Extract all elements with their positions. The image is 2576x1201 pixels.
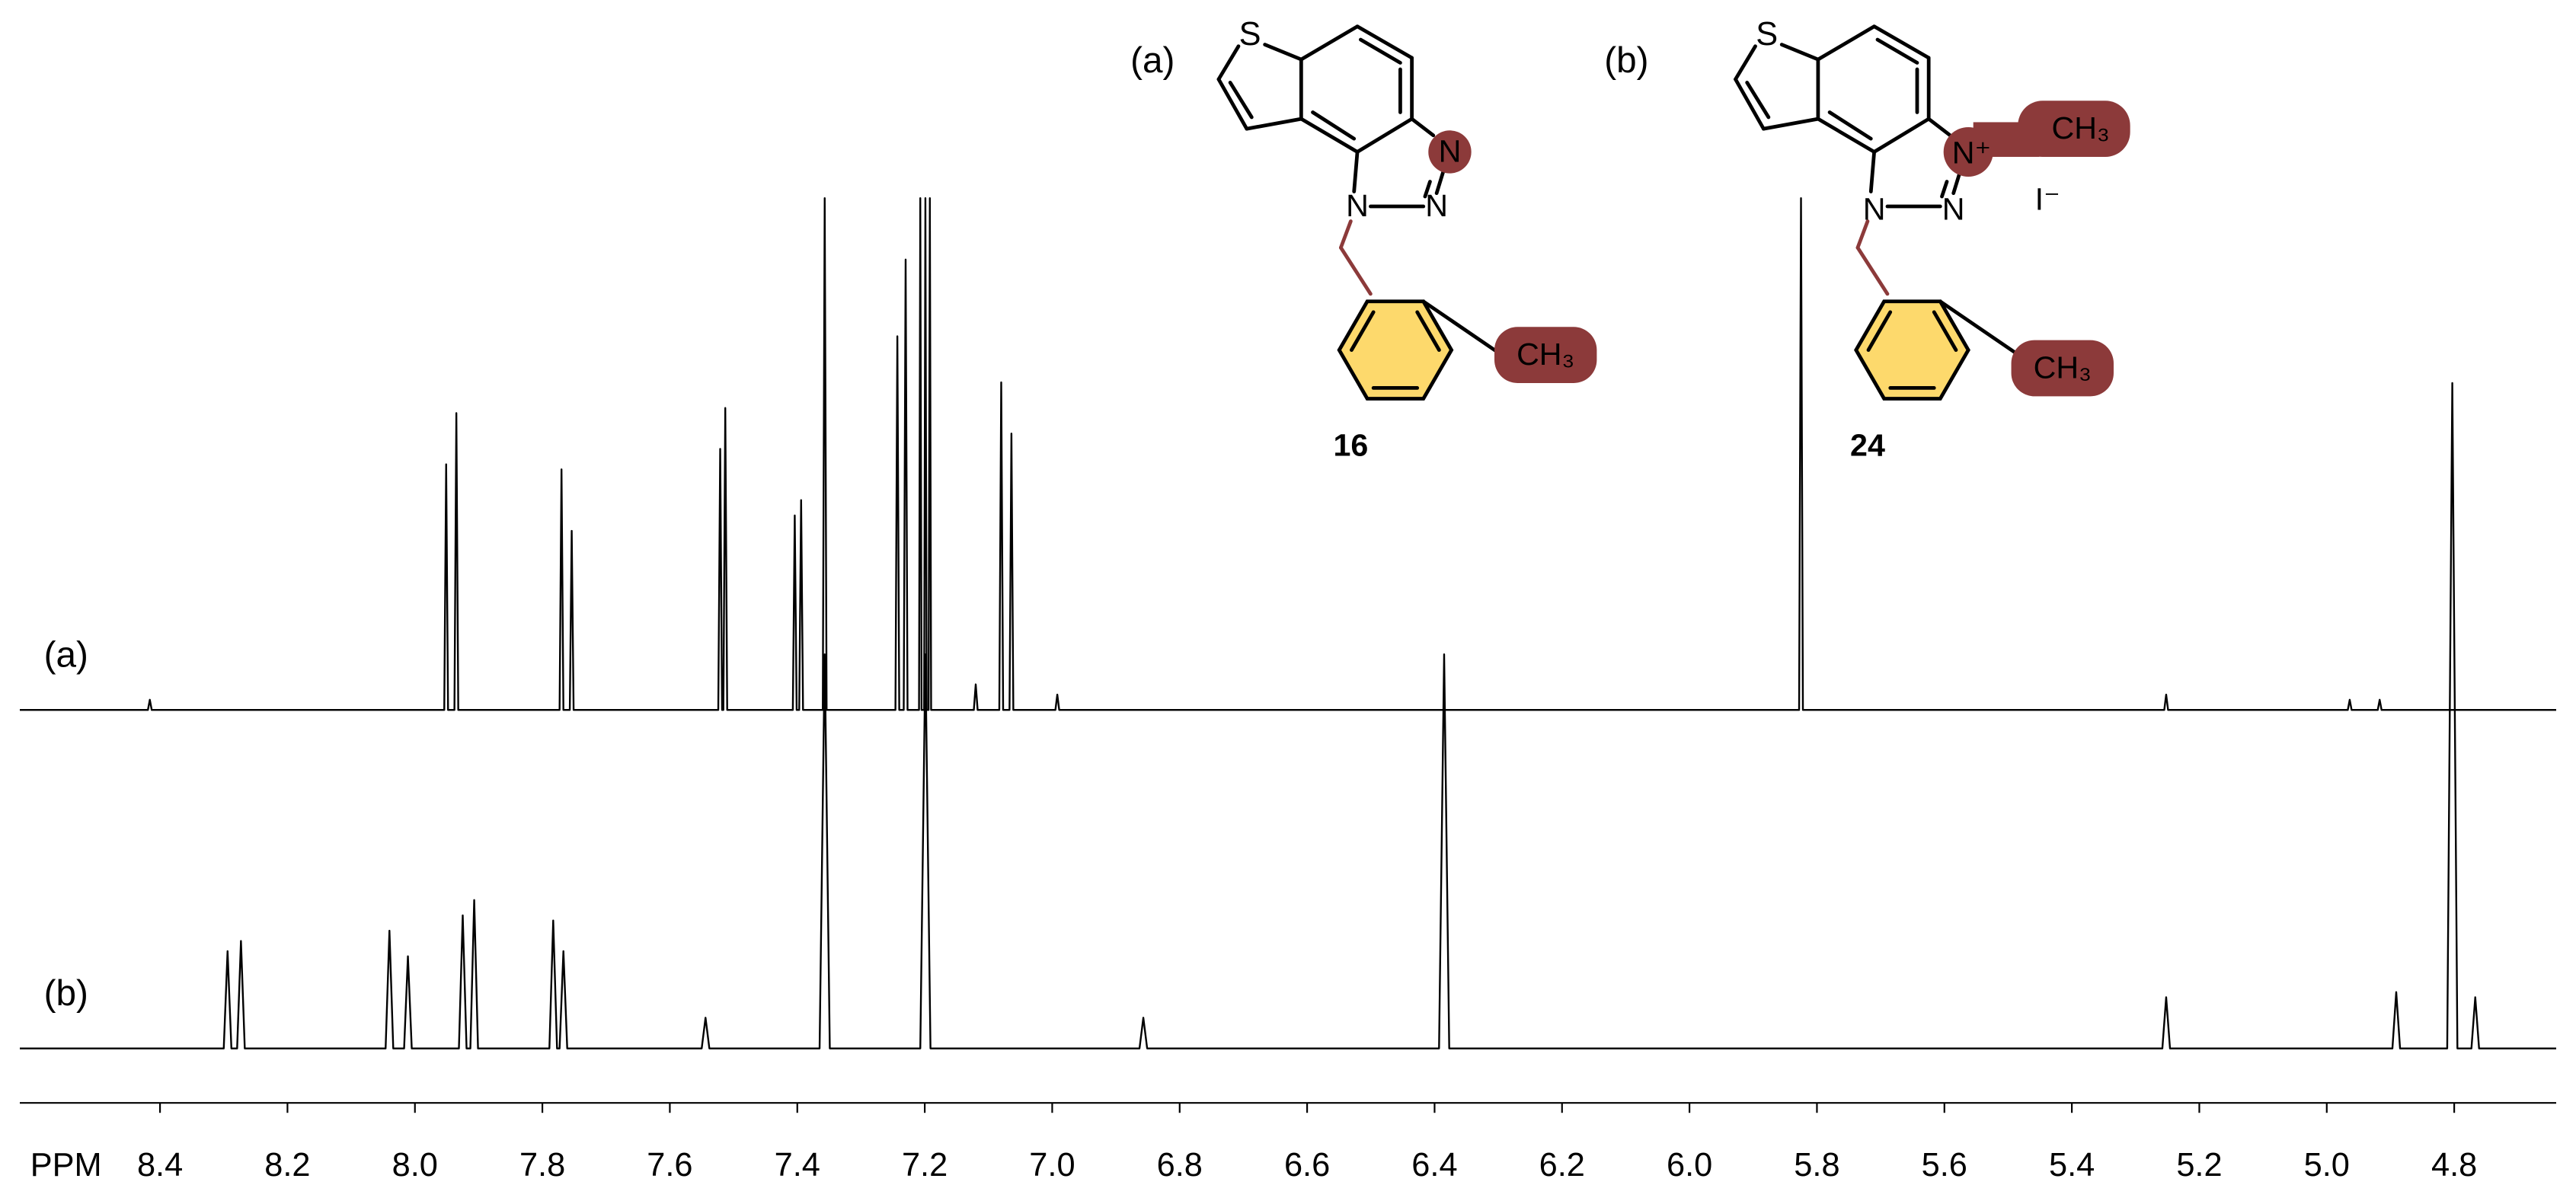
bond (1423, 180, 1432, 199)
bond (1872, 117, 1931, 154)
bond (1868, 150, 1877, 193)
bond (1421, 299, 1501, 356)
series-label: (a) (44, 634, 88, 675)
bond (1926, 117, 1952, 138)
x-tick-label: 6.2 (1539, 1147, 1585, 1183)
highlight (2011, 340, 2114, 397)
bond (1940, 180, 1949, 199)
atom-label: N (1863, 191, 1886, 226)
highlight (2018, 101, 2130, 157)
highlight (1428, 130, 1472, 174)
x-tick-label: 6.0 (1667, 1147, 1712, 1183)
highlight (1973, 122, 2040, 157)
x-tick-label: 7.8 (519, 1147, 565, 1183)
bond (1263, 43, 1303, 62)
bond (1816, 24, 1877, 62)
compound-number: 16 (1333, 427, 1368, 462)
bond (1352, 150, 1360, 193)
x-tick-label: 5.2 (2176, 1147, 2222, 1183)
bond (1245, 117, 1303, 131)
x-tick-label: 8.4 (137, 1147, 183, 1183)
bond (1827, 110, 1873, 141)
compound-number: 24 (1850, 427, 1885, 462)
x-tick-label: 7.2 (902, 1147, 948, 1183)
x-tick-label: 8.0 (392, 1147, 438, 1183)
bond (1415, 310, 1441, 353)
spectrum-line (20, 196, 2556, 711)
bond (1311, 110, 1357, 141)
atom-label: N⁺ (1952, 136, 1991, 171)
bond (1779, 43, 1820, 62)
bond (1228, 81, 1254, 120)
bond (1761, 117, 1820, 131)
bond (1299, 24, 1360, 62)
bond (1855, 245, 1890, 296)
bond (1745, 81, 1771, 120)
spectrum-line (20, 382, 2556, 1049)
bond (1350, 310, 1376, 353)
x-tick-label: 8.2 (264, 1147, 310, 1183)
bond (1734, 44, 1757, 81)
bond (1434, 170, 1446, 196)
atom-label: N (1942, 191, 1965, 226)
bond (1932, 310, 1958, 353)
bond (1866, 310, 1893, 353)
bond (1355, 117, 1414, 154)
bond (1355, 24, 1414, 60)
bond (1951, 170, 1962, 196)
atom-label: N (1439, 134, 1462, 169)
atom-label: CH₃ (2034, 350, 2092, 385)
atom-label: S (1239, 16, 1261, 53)
x-tick-label: 5.6 (1922, 1147, 1967, 1183)
bond (1216, 77, 1249, 131)
bond (1816, 117, 1877, 154)
atom-label: CH₃ (2051, 110, 2109, 145)
bond (1855, 219, 1870, 250)
structure-label: (a) (1130, 40, 1175, 81)
aromatic-ring (1854, 299, 1970, 401)
x-tick-label: 7.6 (647, 1147, 692, 1183)
x-axis-label: PPM (30, 1147, 102, 1183)
highlight (1494, 327, 1597, 383)
bond (1410, 117, 1436, 138)
atom-label: N (1425, 188, 1448, 223)
series-label: (b) (44, 973, 88, 1014)
atom-label: CH₃ (1517, 337, 1574, 372)
bond (1872, 24, 1931, 60)
counterion: I⁻ (2035, 181, 2060, 216)
x-tick-label: 7.0 (1029, 1147, 1075, 1183)
x-tick-label: 7.4 (775, 1147, 820, 1183)
bond (1734, 77, 1766, 131)
x-tick-label: 6.4 (1411, 1147, 1457, 1183)
atom-label: S (1756, 16, 1778, 53)
x-tick-label: 6.8 (1157, 1147, 1203, 1183)
bond (1359, 37, 1402, 65)
x-tick-label: 6.6 (1284, 1147, 1330, 1183)
bond (1938, 299, 2018, 356)
aromatic-ring (1337, 299, 1454, 401)
x-tick-label: 5.4 (2049, 1147, 2095, 1183)
bond (1338, 219, 1353, 250)
bond (1338, 245, 1373, 296)
bond (1299, 117, 1360, 154)
structure-label: (b) (1604, 40, 1648, 81)
x-tick-label: 4.8 (2431, 1147, 2477, 1183)
bond (1875, 37, 1919, 65)
atom-label: N (1346, 188, 1369, 223)
bond (1216, 44, 1241, 81)
x-tick-label: 5.8 (1794, 1147, 1839, 1183)
x-tick-label: 5.0 (2304, 1147, 2350, 1183)
